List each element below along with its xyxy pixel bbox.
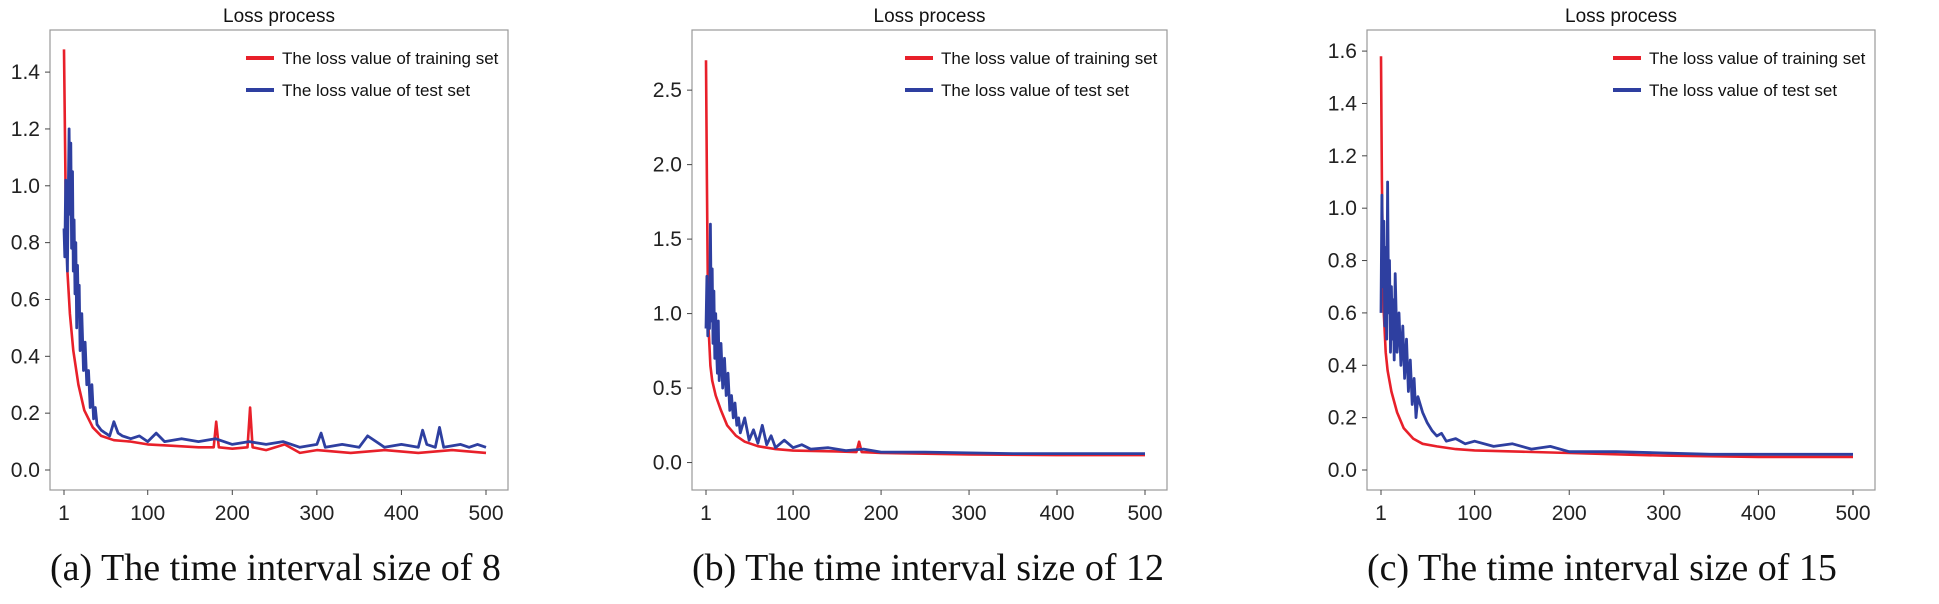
legend-label-training: The loss value of training set xyxy=(941,49,1158,68)
x-tick-label: 200 xyxy=(1552,502,1587,525)
x-tick-label: 1 xyxy=(58,502,70,525)
x-tick-label: 1 xyxy=(1375,502,1387,525)
caption-c: (c) The time interval size of 15 xyxy=(1367,547,1837,589)
y-tick-label: 1.2 xyxy=(11,118,40,141)
chart-title: Loss process xyxy=(874,6,986,27)
x-tick-label: 100 xyxy=(130,502,165,525)
legend-label-test: The loss value of test set xyxy=(282,81,470,100)
y-tick-label: 0.0 xyxy=(1328,459,1357,482)
y-tick-label: 1.4 xyxy=(11,61,41,84)
y-tick-label: 0.0 xyxy=(653,452,682,475)
y-tick-label: 1.4 xyxy=(1328,92,1358,115)
y-tick-label: 0.8 xyxy=(11,232,40,255)
x-tick-label: 400 xyxy=(1741,502,1776,525)
y-tick-label: 1.0 xyxy=(1328,197,1357,220)
y-tick-label: 0.6 xyxy=(1328,302,1357,325)
series-training-line xyxy=(704,60,1145,457)
y-tick-label: 0.2 xyxy=(11,402,40,425)
y-tick-label: 0.8 xyxy=(1328,250,1357,273)
x-tick-label: 300 xyxy=(299,502,334,525)
plot-frame xyxy=(49,29,509,491)
series-test-line xyxy=(704,222,1145,456)
caption-b: (b) The time interval size of 12 xyxy=(692,547,1165,589)
y-tick-label: 2.5 xyxy=(653,79,682,102)
y-tick-label: 0.0 xyxy=(11,459,40,482)
y-tick-label: 0.6 xyxy=(11,288,40,311)
x-tick-label: 400 xyxy=(1040,502,1075,525)
chart-panel-0: Loss process 0.0 0.2 0.4 0.6 0.8 1.0 1.2 1.4 1 100… xyxy=(11,6,509,525)
charts-canvas: Loss process 0.0 0.2 0.4 0.6 0.8 1.0 1.2 1.4 1 100… xyxy=(11,6,1876,525)
y-tick-label: 0.4 xyxy=(11,345,41,368)
x-tick-label: 200 xyxy=(215,502,250,525)
legend-label-test: The loss value of test set xyxy=(1649,81,1837,100)
series-training-line xyxy=(62,49,487,455)
chart-title: Loss process xyxy=(1565,6,1677,27)
chart-title: Loss process xyxy=(223,6,335,27)
y-tick-label: 2.0 xyxy=(653,154,682,177)
chart-panel-2: Loss process 0.0 0.2 0.4 0.6 0.8 1.0 1.2 1.4 1.6 1… xyxy=(1328,6,1876,525)
caption-a: (a) The time interval size of 8 xyxy=(50,547,501,589)
x-tick-label: 500 xyxy=(1127,502,1162,525)
legend-label-training: The loss value of training set xyxy=(1649,49,1866,68)
x-tick-label: 1 xyxy=(700,502,712,525)
y-tick-label: 0.5 xyxy=(653,377,682,400)
series-test-line xyxy=(1379,180,1853,456)
legend-label-test: The loss value of test set xyxy=(941,81,1129,100)
y-tick-label: 1.5 xyxy=(653,228,682,251)
x-tick-label: 300 xyxy=(952,502,987,525)
chart-panel-1: Loss process 0.0 0.5 1.0 1.5 2.0 2.5 1 100 200 300… xyxy=(653,6,1168,525)
legend-label-training: The loss value of training set xyxy=(282,49,499,68)
y-tick-label: 1.2 xyxy=(1328,145,1357,168)
y-tick-label: 0.4 xyxy=(1328,354,1358,377)
x-tick-label: 200 xyxy=(864,502,899,525)
y-tick-label: 1.0 xyxy=(653,303,682,326)
plot-frame xyxy=(1366,29,1876,491)
x-tick-label: 100 xyxy=(776,502,811,525)
x-tick-label: 100 xyxy=(1457,502,1492,525)
series-test-line xyxy=(62,127,487,449)
x-tick-label: 500 xyxy=(1835,502,1870,525)
y-tick-label: 1.0 xyxy=(11,175,40,198)
y-tick-label: 0.2 xyxy=(1328,407,1357,430)
x-tick-label: 400 xyxy=(384,502,419,525)
plot-frame xyxy=(691,29,1168,491)
y-tick-label: 1.6 xyxy=(1328,40,1357,63)
x-tick-label: 500 xyxy=(468,502,503,525)
x-tick-label: 300 xyxy=(1646,502,1681,525)
